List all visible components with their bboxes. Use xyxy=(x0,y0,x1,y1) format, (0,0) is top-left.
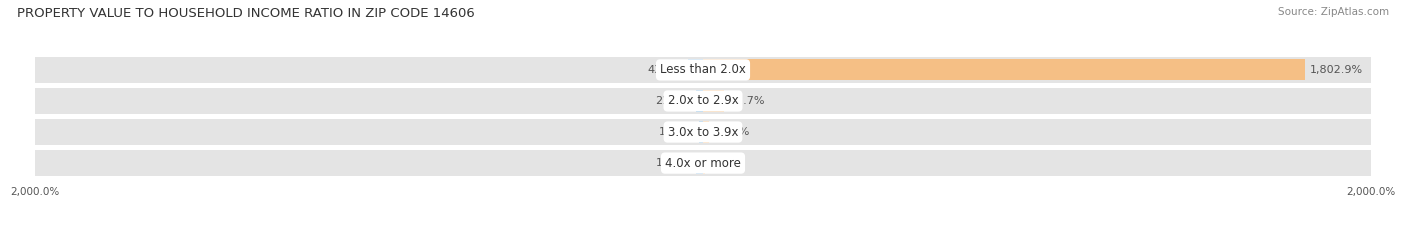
Text: 62.7%: 62.7% xyxy=(728,96,765,106)
Text: 1,802.9%: 1,802.9% xyxy=(1310,65,1364,75)
Text: 43.9%: 43.9% xyxy=(648,65,683,75)
Bar xyxy=(703,90,724,112)
Text: Source: ZipAtlas.com: Source: ZipAtlas.com xyxy=(1278,7,1389,17)
Text: 3.0x to 3.9x: 3.0x to 3.9x xyxy=(668,126,738,139)
Bar xyxy=(699,121,703,143)
Bar xyxy=(689,59,703,80)
Bar xyxy=(703,59,1305,80)
Text: 2.0x to 2.9x: 2.0x to 2.9x xyxy=(668,94,738,107)
Bar xyxy=(35,57,1371,83)
Bar xyxy=(35,88,1371,114)
Bar xyxy=(35,150,1371,176)
Text: Less than 2.0x: Less than 2.0x xyxy=(659,63,747,76)
Bar xyxy=(703,121,710,143)
Text: 19.0%: 19.0% xyxy=(714,127,749,137)
Text: PROPERTY VALUE TO HOUSEHOLD INCOME RATIO IN ZIP CODE 14606: PROPERTY VALUE TO HOUSEHOLD INCOME RATIO… xyxy=(17,7,475,20)
Bar xyxy=(696,90,703,112)
Bar xyxy=(696,153,703,174)
Text: 11.0%: 11.0% xyxy=(659,127,695,137)
Text: 21.6%: 21.6% xyxy=(655,96,690,106)
Text: 4.0x or more: 4.0x or more xyxy=(665,157,741,170)
Bar xyxy=(703,153,704,174)
Text: 19.7%: 19.7% xyxy=(657,158,692,168)
Bar xyxy=(35,119,1371,145)
Text: 6.1%: 6.1% xyxy=(710,158,738,168)
